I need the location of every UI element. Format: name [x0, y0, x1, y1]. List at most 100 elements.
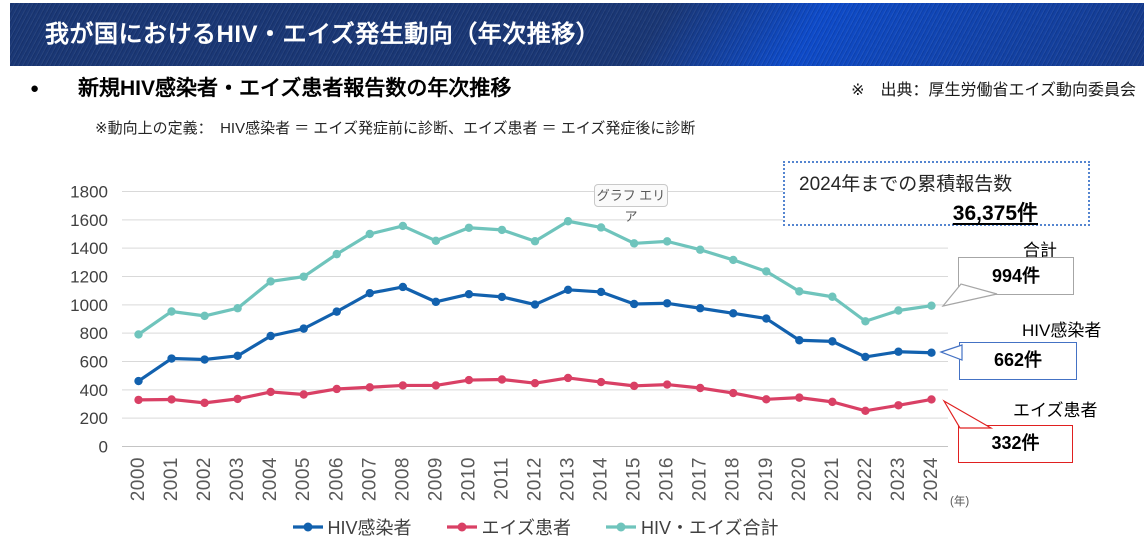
data-point [596, 287, 606, 297]
data-point [332, 384, 341, 394]
legend-item-0: HIV感染者 [292, 514, 412, 540]
data-point [762, 267, 771, 276]
data-point [365, 229, 374, 239]
chart-legend: HIV感染者 エイズ患者 HIV・エイズ合計 [122, 514, 948, 540]
data-point [431, 236, 441, 245]
data-point [696, 304, 705, 313]
data-point [266, 331, 275, 341]
data-point [200, 355, 209, 364]
data-point [200, 398, 209, 408]
x-tick-label: 2011 [491, 457, 512, 500]
legend-label: HIV・エイズ合計 [641, 518, 779, 538]
data-point [894, 401, 903, 410]
data-point [861, 406, 870, 415]
cumulative-total-value: 36,375件 [952, 202, 1038, 225]
data-point [299, 272, 308, 281]
data-point [861, 352, 870, 362]
bullet-icon: ● [30, 80, 40, 97]
hiv-callout-value: 662件 [959, 342, 1077, 380]
definition-note: ※動向上の定義： HIV感染者 ＝ エイズ発症前に診断、エイズ患者 ＝ エイズ発… [95, 120, 696, 137]
data-point [563, 217, 573, 226]
data-point [299, 324, 308, 333]
y-tick-label: 1800 [70, 183, 108, 202]
data-point [762, 395, 771, 404]
x-tick-label: 2015 [624, 457, 645, 501]
y-tick-label: 200 [80, 409, 108, 428]
data-point [762, 314, 771, 323]
data-point [497, 292, 507, 302]
aids-callout-label: エイズ患者 [1013, 401, 1098, 420]
data-point [464, 375, 474, 385]
data-point [927, 395, 936, 404]
legend-item-1: エイズ患者 [446, 514, 571, 540]
data-point [398, 221, 408, 231]
data-point [662, 299, 672, 308]
data-point [795, 287, 804, 296]
data-point [629, 381, 639, 391]
data-point [167, 354, 176, 363]
data-point [134, 376, 143, 386]
data-point [828, 397, 837, 407]
data-point [233, 351, 242, 361]
x-tick-label: 2020 [789, 457, 810, 501]
data-point [431, 381, 441, 390]
data-point [861, 317, 870, 326]
source-note: ※ 出典：厚生労働省エイズ動向委員会 [851, 82, 1136, 99]
x-tick-label: 2023 [888, 457, 909, 501]
x-tick-label: 2004 [260, 457, 281, 501]
data-point [894, 306, 903, 315]
x-tick-label: 2012 [525, 457, 546, 501]
hiv-callout-label: HIV感染者 [1022, 321, 1102, 340]
total-callout-label: 合計 [1023, 241, 1057, 260]
data-point [629, 239, 639, 248]
data-point [167, 395, 176, 404]
legend-marker-icon [446, 522, 477, 532]
data-point [497, 375, 507, 384]
x-tick-label: 2007 [359, 457, 380, 501]
data-point [398, 381, 408, 390]
x-tick-label: 2024 [921, 457, 942, 501]
cumulative-total-caption: 2024年までの累積報告数 [799, 174, 1013, 195]
x-tick-label: 2013 [558, 457, 579, 501]
x-tick-label: 2019 [756, 457, 777, 501]
data-point [233, 304, 242, 313]
data-point [596, 223, 606, 232]
data-point [596, 377, 606, 387]
data-point [332, 307, 341, 316]
x-axis-unit-label: (年) [950, 494, 969, 508]
y-tick-label: 1400 [70, 239, 108, 258]
data-point [563, 285, 573, 295]
data-point [696, 383, 705, 393]
y-tick-label: 1000 [70, 296, 108, 315]
header-banner: 我が国におけるHIV・エイズ発生動向（年次推移） [10, 3, 1144, 66]
x-tick-label: 2018 [723, 457, 744, 501]
data-point [729, 309, 738, 318]
data-point [795, 393, 804, 402]
data-point [563, 373, 573, 383]
data-point [729, 255, 738, 265]
x-tick-label: 2016 [657, 457, 678, 501]
graph-area-tooltip: グラフ エリア [594, 184, 668, 224]
y-tick-label: 0 [99, 438, 108, 457]
data-point [828, 292, 837, 301]
data-point [200, 311, 209, 321]
y-tick-label: 800 [80, 324, 108, 343]
x-tick-label: 2000 [128, 457, 149, 501]
data-point [332, 249, 341, 259]
legend-item-2: HIV・エイズ合計 [605, 514, 778, 540]
data-point [233, 394, 242, 404]
x-tick-label: 2006 [326, 457, 347, 501]
x-tick-label: 2001 [161, 457, 182, 501]
data-point [431, 297, 441, 307]
y-tick-label: 1600 [70, 211, 108, 230]
x-tick-label: 2010 [458, 457, 479, 501]
x-tick-label: 2014 [591, 457, 612, 501]
data-point [795, 336, 804, 345]
aids-callout-value: 332件 [958, 425, 1073, 463]
data-point [134, 330, 143, 339]
data-point [266, 277, 275, 286]
data-point [696, 245, 705, 254]
data-point [398, 282, 408, 292]
data-point [266, 387, 275, 397]
